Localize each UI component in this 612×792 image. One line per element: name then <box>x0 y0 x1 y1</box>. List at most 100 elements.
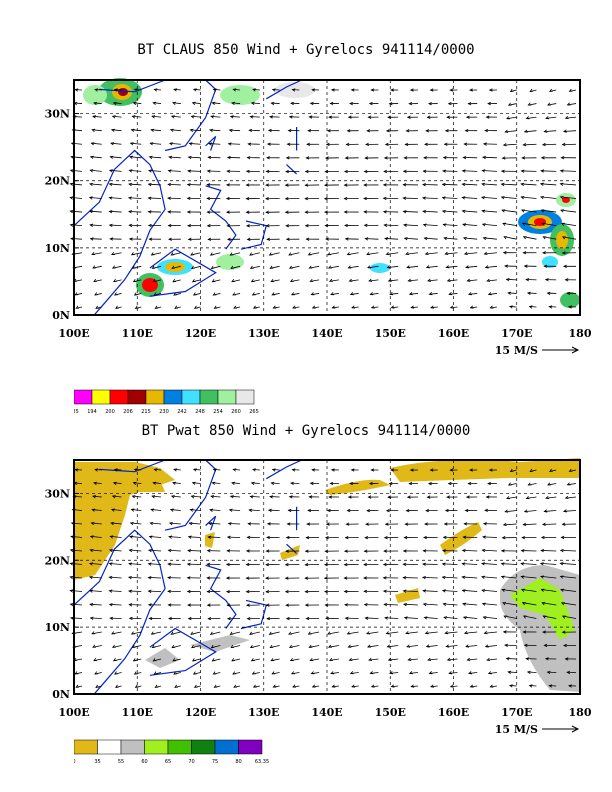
colorbar-swatch <box>127 389 147 405</box>
wind-arrow-head <box>481 196 485 200</box>
wind-arrow-head <box>523 129 528 133</box>
wind-arrow-head <box>568 305 572 309</box>
wind-arrow-head <box>387 278 392 282</box>
wind-arrow-head <box>284 197 289 201</box>
wind-arrow <box>463 237 478 240</box>
wind-arrow-head <box>428 101 432 106</box>
wind-arrow-head <box>188 142 193 146</box>
wind-arrow-head <box>133 88 138 92</box>
wind-arrow-head <box>209 128 213 133</box>
wind-arrow-head <box>500 169 505 173</box>
wind-arrow-head <box>520 169 525 173</box>
wind-arrow-head <box>112 278 117 283</box>
wind-arrow-head <box>326 129 331 133</box>
wind-arrow <box>562 236 577 240</box>
wind-arrow-head <box>343 183 348 187</box>
wind-arrow-head <box>111 252 115 256</box>
wind-arrow-head <box>108 210 113 214</box>
wind-arrow-head <box>402 183 407 187</box>
wind-arrow-head <box>209 252 214 256</box>
wind-arrow-head <box>305 156 310 160</box>
wind-arrow-head <box>540 169 545 173</box>
wind-arrow-head <box>461 196 466 200</box>
wind-arrow <box>109 183 122 186</box>
wind-arrow-head <box>152 279 157 283</box>
wind-arrow-head <box>170 252 175 256</box>
wind-arrow-head <box>266 156 270 160</box>
wind-arrow-head <box>423 237 428 241</box>
wind-arrow <box>462 170 478 172</box>
wind-arrow <box>506 278 517 281</box>
wind-arrow-head <box>445 265 450 269</box>
colorbar-tick-label: 265 <box>249 409 259 415</box>
wind-arrow <box>403 224 418 227</box>
wind-scale-label: 15 M/S <box>495 344 538 357</box>
colorbar-tick-label: 65 <box>165 759 171 765</box>
wind-arrow-head <box>368 278 373 282</box>
wind-arrow-head <box>148 237 153 241</box>
wind-arrow-head <box>382 196 387 201</box>
wind-arrow-head <box>88 210 93 214</box>
coast-segment <box>149 248 217 297</box>
wind-arrow-head <box>547 102 551 106</box>
wind-arrow-head <box>363 210 368 214</box>
wind-arrow <box>131 129 142 132</box>
wind-arrow-head <box>559 169 564 173</box>
wind-arrow-head <box>186 183 191 187</box>
wind-arrow-head <box>390 88 394 92</box>
wind-arrow-head <box>193 305 198 309</box>
wind-arrow-head <box>507 291 512 295</box>
wind-arrow-head <box>408 292 413 296</box>
wind-arrow-head <box>252 305 257 309</box>
wind-arrow-head <box>210 115 215 119</box>
wind-arrow-head <box>168 237 172 241</box>
wind-arrow <box>560 196 577 199</box>
wind-arrow-head <box>190 252 195 256</box>
wind-arrow-head <box>448 292 453 296</box>
wind-arrow-head <box>208 142 213 146</box>
wind-arrow-head <box>192 88 197 92</box>
wind-arrow-head <box>349 292 354 296</box>
wind-arrow-head <box>447 101 452 106</box>
wind-arrow-head <box>442 223 447 227</box>
wind-arrow <box>503 143 517 146</box>
wind-arrow-head <box>343 196 348 201</box>
top-map-shading <box>83 78 580 308</box>
wind-arrow-head <box>542 251 546 255</box>
wind-arrow-head <box>167 210 172 214</box>
wind-arrow-head <box>486 278 491 282</box>
wind-arrow-head <box>128 223 133 228</box>
wind-arrow-head <box>186 196 191 201</box>
wind-arrow <box>442 183 458 186</box>
wind-arrow <box>366 252 379 255</box>
wind-arrow-head <box>230 265 235 269</box>
wind-arrow <box>70 197 83 199</box>
wind-arrow-head <box>365 142 369 147</box>
wind-arrow <box>403 211 418 213</box>
wind-arrow-head <box>207 237 212 241</box>
wind-arrow-head <box>487 101 491 106</box>
wind-arrow-head <box>539 182 544 186</box>
wind-arrow-head <box>520 195 525 200</box>
wind-arrow-head <box>151 115 156 119</box>
wind-arrow-head <box>468 292 472 296</box>
lon-label: 150E <box>375 327 406 340</box>
wind-arrow-head <box>89 155 94 159</box>
wind-arrow <box>482 210 497 213</box>
wind-arrow-head <box>425 265 430 269</box>
wind-arrow-head <box>225 196 230 201</box>
wind-arrow <box>92 129 102 132</box>
wind-arrow-head <box>226 237 231 241</box>
graticule <box>74 80 580 315</box>
wind-arrow <box>148 170 162 172</box>
wind-arrow-head <box>187 237 192 241</box>
colorbar-swatch <box>144 739 169 755</box>
wind-arrow <box>212 102 221 104</box>
wind-arrow-head <box>489 305 494 309</box>
colorbar-tick-label: 0 <box>74 759 76 765</box>
wind-arrow-head <box>206 196 211 201</box>
wind-arrow-head <box>69 223 74 227</box>
colorbar-swatch <box>167 739 192 755</box>
wind-arrow-head <box>482 142 487 146</box>
